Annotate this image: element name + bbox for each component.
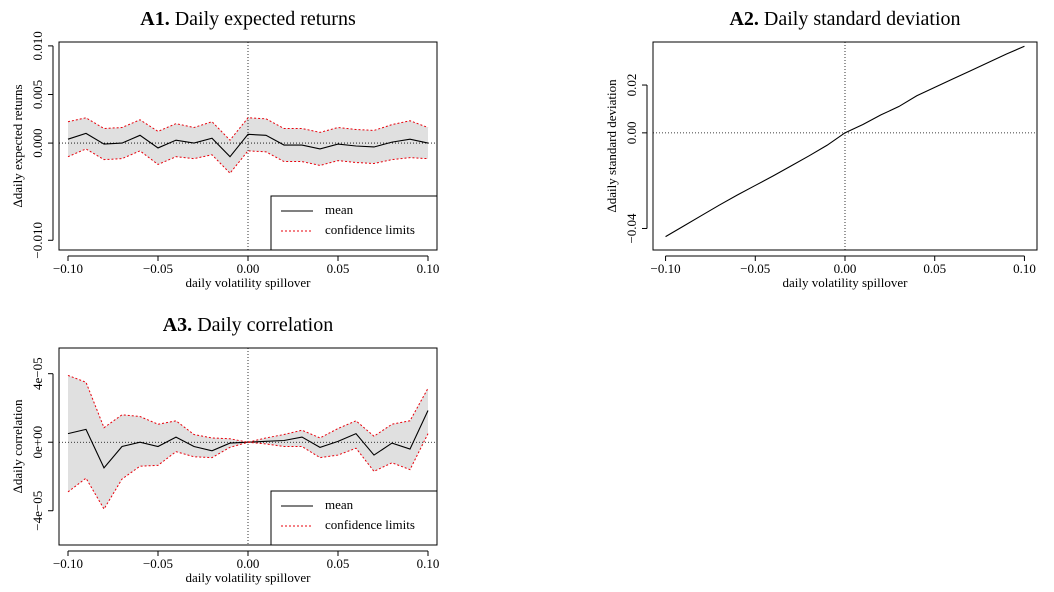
- x-tick-label: −0.10: [53, 556, 83, 571]
- x-tick-label: 0.00: [237, 261, 260, 276]
- y-axis-label: Δdaily correlation: [10, 399, 25, 493]
- panel-label: A2.: [729, 8, 758, 30]
- x-tick-label: 0.10: [417, 556, 440, 571]
- x-tick-label: −0.10: [651, 261, 681, 276]
- title-text: Daily standard deviation: [764, 8, 961, 30]
- confidence-line: [67, 433, 429, 511]
- panel: A2. Daily standard deviation −0.10 −0.05 0.…: [604, 8, 1038, 290]
- y-tick-label: −4e−05: [30, 491, 45, 531]
- y-axis-label: Δdaily standard deviation: [604, 79, 619, 213]
- y-tick-label: 4e−05: [30, 357, 45, 390]
- confidence-line: [67, 148, 429, 174]
- x-tick-label: 0.05: [327, 261, 350, 276]
- panel-label: A1.: [140, 8, 169, 30]
- legend-label: confidence limits: [325, 517, 415, 532]
- legend-label: mean: [325, 202, 354, 217]
- x-axis-label: daily volatility spillover: [783, 275, 909, 290]
- legend-label: mean: [325, 497, 354, 512]
- confidence-line: [67, 374, 429, 443]
- chart-title: A1. Daily expected returns: [140, 8, 356, 30]
- x-tick-label: −0.05: [740, 261, 770, 276]
- panel: A1. Daily expected returns −0.10 −0.05 0.00…: [10, 8, 439, 290]
- x-tick-label: 0.10: [417, 261, 440, 276]
- y-tick-label: 0.010: [30, 31, 45, 60]
- x-tick-label: −0.10: [53, 261, 83, 276]
- plot-frame: [652, 41, 1038, 251]
- confidence-line: [67, 117, 429, 141]
- x-axis-label: daily volatility spillover: [186, 570, 312, 585]
- mean-line: [67, 132, 429, 158]
- y-axis-label: Δdaily expected returns: [10, 84, 25, 207]
- y-tick-label: −0.04: [624, 213, 639, 244]
- legend-label: confidence limits: [325, 222, 415, 237]
- chart-title: A3. Daily correlation: [163, 314, 334, 336]
- x-tick-label: 0.00: [237, 556, 260, 571]
- x-axis-label: daily volatility spillover: [186, 275, 312, 290]
- y-tick-label: 0.00: [624, 121, 639, 144]
- panel: A3. Daily correlation −0.10 −0.05 0.00 0.05 0…: [10, 314, 439, 585]
- y-tick-label: 0.02: [624, 74, 639, 97]
- y-tick-label: −0.010: [30, 222, 45, 259]
- x-tick-label: 0.05: [923, 261, 946, 276]
- x-tick-label: 0.00: [834, 261, 857, 276]
- legend-box: [270, 490, 438, 546]
- y-tick-label: 0e+00: [30, 426, 45, 459]
- title-text: Daily expected returns: [175, 8, 356, 30]
- chart-title: A2. Daily standard deviation: [729, 8, 960, 30]
- y-tick-label: 0.005: [30, 80, 45, 109]
- x-tick-label: 0.05: [327, 556, 350, 571]
- title-text: Daily correlation: [197, 314, 333, 336]
- mean-line: [665, 45, 1025, 238]
- y-tick-label: 0.000: [30, 128, 45, 157]
- panel-label: A3.: [163, 314, 192, 336]
- legend-box: [270, 195, 438, 251]
- x-tick-label: 0.10: [1013, 261, 1036, 276]
- x-tick-label: −0.05: [143, 556, 173, 571]
- x-tick-label: −0.05: [143, 261, 173, 276]
- confidence-band: [68, 117, 428, 174]
